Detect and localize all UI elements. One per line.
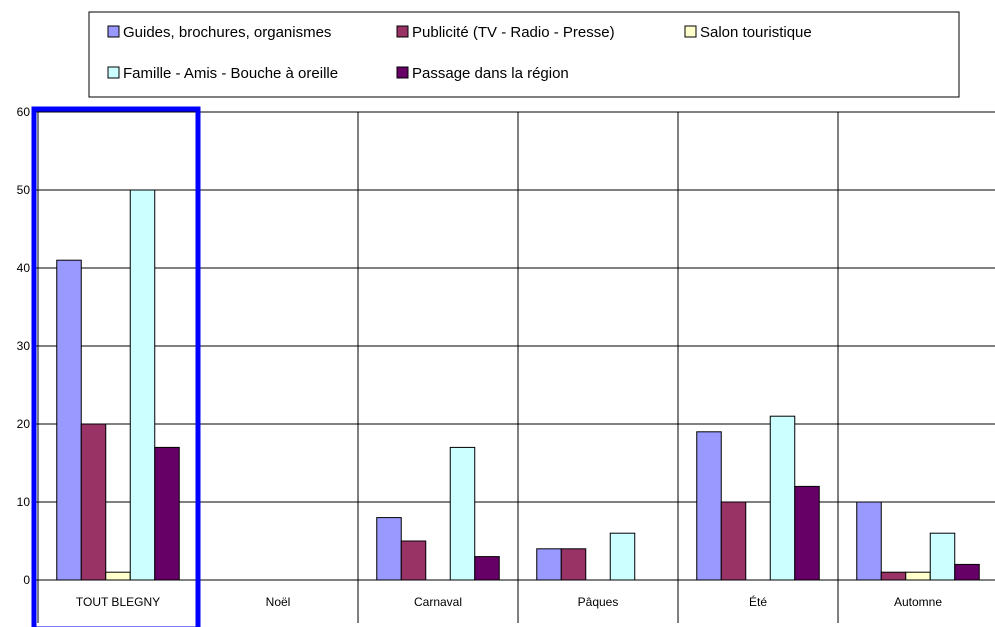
legend-label-0: Guides, brochures, organismes (123, 24, 331, 41)
y-tick-label-1: 10 (17, 495, 31, 509)
bar-4-1 (720, 501, 747, 581)
legend-label-2: Salon touristique (700, 24, 812, 41)
bar-4-4 (794, 485, 820, 581)
y-tick-label-0: 0 (23, 573, 30, 587)
bar-4-3 (769, 415, 796, 581)
legend-swatch-3 (107, 66, 120, 79)
bar-2-1 (400, 540, 427, 581)
bar-0-2 (105, 571, 131, 581)
y-tick-label-5: 50 (17, 183, 31, 197)
y-tick-label-2: 20 (17, 417, 31, 431)
bar-0-3 (129, 189, 156, 581)
category-label-0: TOUT BLEGNY (76, 595, 160, 609)
category-label-1: Noël (266, 595, 291, 609)
x-axis-categories: TOUT BLEGNY Noël Carnaval Pâques Été Automne (76, 594, 942, 609)
bar-0-1 (80, 423, 107, 581)
bar-0-0 (56, 259, 82, 581)
highlight-group (31, 106, 201, 627)
bar-3-3 (609, 532, 636, 581)
grid (37, 111, 995, 623)
legend-swatch-1 (396, 25, 409, 38)
category-label-5: Automne (894, 595, 942, 609)
category-label-2: Carnaval (414, 595, 462, 609)
legend-box (88, 11, 960, 98)
y-tick-label-4: 40 (17, 261, 31, 275)
bar-0-4 (154, 446, 180, 581)
bar-3-0 (536, 548, 562, 581)
bar-4-0 (696, 431, 722, 581)
legend: Guides, brochures, organismes Publicité (… (107, 24, 812, 82)
bar-5-4 (954, 563, 980, 581)
legend-label-1: Publicité (TV - Radio - Presse) (412, 24, 615, 41)
bar-5-2 (905, 571, 931, 581)
legend-swatch-0 (107, 25, 120, 38)
bar-5-1 (880, 571, 907, 581)
bar-2-3 (449, 446, 476, 581)
category-label-3: Pâques (578, 595, 619, 609)
legend-label-4: Passage dans la région (412, 65, 569, 82)
category-label-4: Été (749, 594, 767, 609)
y-tick-label-3: 30 (17, 339, 31, 353)
highlight-box (31, 106, 201, 627)
bar-5-0 (856, 501, 882, 581)
bar-5-3 (929, 532, 956, 581)
bar-2-0 (376, 517, 402, 581)
legend-swatch-4 (396, 66, 409, 79)
y-tick-label-6: 60 (17, 105, 31, 119)
legend-swatch-2 (684, 25, 697, 38)
bar-2-4 (474, 556, 500, 581)
legend-label-3: Famille - Amis - Bouche à oreille (123, 65, 338, 82)
bars (56, 189, 980, 581)
bar-3-1 (560, 548, 587, 581)
y-axis-ticks: 0 10 20 30 40 50 60 (17, 105, 38, 587)
